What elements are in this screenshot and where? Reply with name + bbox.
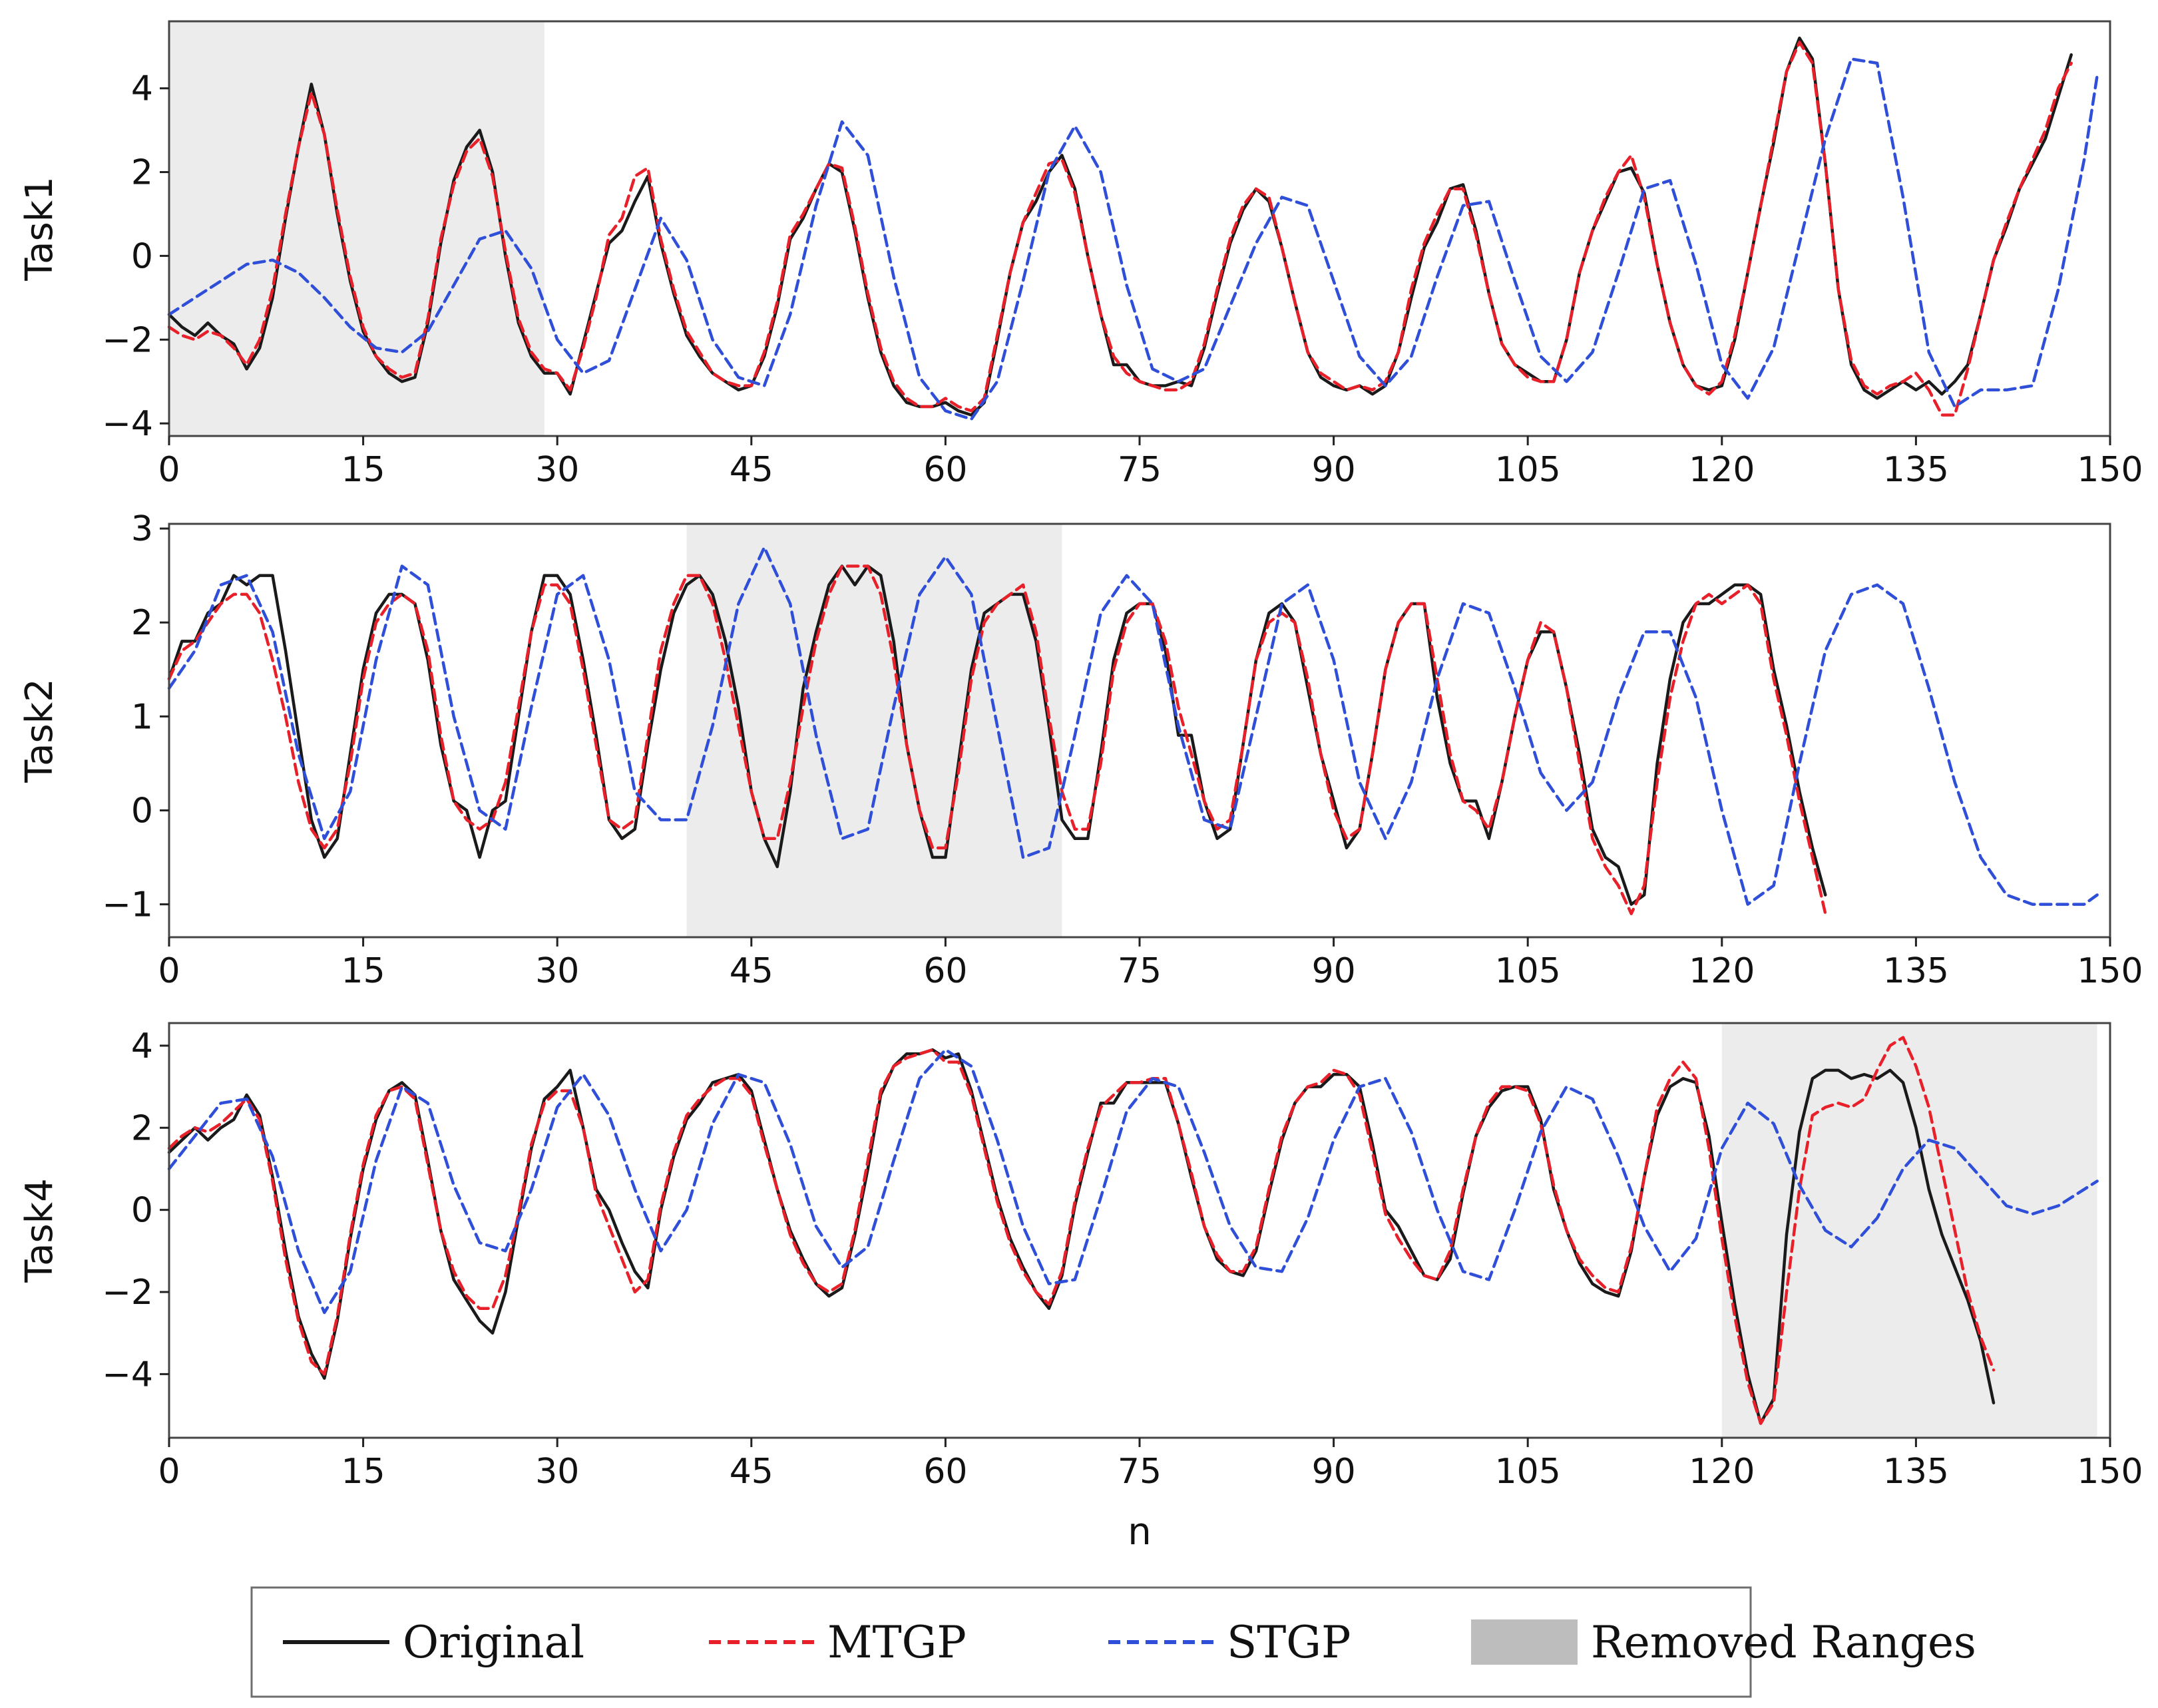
task4-x-tick-label: 150 (2077, 1452, 2143, 1492)
task1-y-tick-label: 0 (131, 236, 153, 276)
task4-x-tick-label: 135 (1883, 1452, 1949, 1492)
legend-removed-patch (1471, 1619, 1578, 1665)
task2-x-tick-label: 15 (341, 951, 385, 991)
task4-y-tick-label: −2 (102, 1273, 153, 1313)
task4-x-tick-label: 30 (535, 1452, 579, 1492)
task4-x-tick-label: 90 (1312, 1452, 1356, 1492)
task2-x-tick-label: 60 (923, 951, 967, 991)
task2-x-tick-label: 105 (1495, 951, 1561, 991)
task4-x-tick-label: 15 (341, 1452, 385, 1492)
task2-x-tick-label: 120 (1689, 951, 1755, 991)
task4-y-tick-label: 0 (131, 1191, 153, 1231)
task2-x-tick-label: 0 (158, 951, 180, 991)
task1-x-tick-label: 60 (923, 450, 967, 490)
task1-x-tick-label: 45 (730, 450, 773, 490)
task4-y-tick-label: 2 (131, 1108, 153, 1148)
task4-y-axis-title: Task4 (18, 1178, 61, 1283)
task1-x-tick-label: 0 (158, 450, 180, 490)
task1-x-tick-label: 90 (1312, 450, 1356, 490)
task4-x-tick-label: 45 (730, 1452, 773, 1492)
task2-y-tick-label: −1 (102, 885, 153, 925)
task2-y-tick-label: 3 (131, 509, 153, 549)
task2-y-axis-title: Task2 (18, 678, 61, 783)
task4-x-tick-label: 120 (1689, 1452, 1755, 1492)
task4-x-tick-label: 105 (1495, 1452, 1561, 1492)
task1-x-tick-label: 15 (341, 450, 385, 490)
legend: Original MTGP STGP Removed Ranges (250, 1586, 1976, 1698)
task1-x-tick-label: 30 (535, 450, 579, 490)
task4-stgp-line (167, 1048, 2099, 1315)
task2-x-tick-label: 75 (1118, 951, 1162, 991)
task1-panel: −4 −2 0 2 4 0 15 30 45 60 75 90 105 120 135 150 Task1 (18, 20, 2143, 490)
task1-removed-range (169, 21, 544, 436)
task2-removed-range (686, 524, 1062, 937)
task4-x-tick-label: 0 (158, 1452, 180, 1492)
task2-x-tick-label: 90 (1312, 951, 1356, 991)
legend-removed-label: Removed Ranges (1591, 1617, 1976, 1668)
task1-x-tick-label: 150 (2077, 450, 2143, 490)
task1-y-tick-label: 4 (131, 69, 153, 109)
task2-y-tick-label: 2 (131, 603, 153, 643)
task1-x-tick-label: 75 (1118, 450, 1162, 490)
task1-x-tick-label: 105 (1495, 450, 1561, 490)
task2-mtgp-line (167, 564, 1827, 915)
legend-mtgp-label: MTGP (827, 1617, 967, 1668)
legend-original-label: Original (403, 1617, 584, 1668)
task4-y-tick-label: 4 (131, 1026, 153, 1066)
task1-mtgp-line (167, 41, 2073, 417)
task1-y-tick-label: 2 (131, 153, 153, 193)
task2-x-tick-label: 150 (2077, 951, 2143, 991)
task1-y-axis-title: Task1 (18, 176, 61, 282)
task2-y-tick-label: 0 (131, 791, 153, 831)
task1-y-tick-label: −4 (102, 404, 153, 444)
task4-mtgp-line (167, 1036, 1996, 1425)
task1-x-tick-label: 120 (1689, 450, 1755, 490)
task4-removed-range (1721, 1023, 2097, 1438)
legend-stgp-label: STGP (1227, 1617, 1351, 1668)
x-axis-title: n (1128, 1510, 1152, 1554)
task2-y-tick-label: 1 (131, 697, 153, 737)
task2-stgp-line (167, 546, 2099, 906)
task1-stgp-line (167, 57, 2099, 421)
task4-panel: −4 −2 0 2 4 0 15 30 45 60 75 90 105 120 135 150 Task4 (18, 1022, 2143, 1492)
task4-x-tick-label: 60 (923, 1452, 967, 1492)
task4-x-tick-label: 75 (1118, 1452, 1162, 1492)
task1-y-tick-label: −2 (102, 320, 153, 360)
task2-x-tick-label: 135 (1883, 951, 1949, 991)
task1-x-tick-label: 135 (1883, 450, 1949, 490)
task4-y-tick-label: −4 (102, 1355, 153, 1394)
task2-x-tick-label: 30 (535, 951, 579, 991)
task2-x-tick-label: 45 (730, 951, 773, 991)
